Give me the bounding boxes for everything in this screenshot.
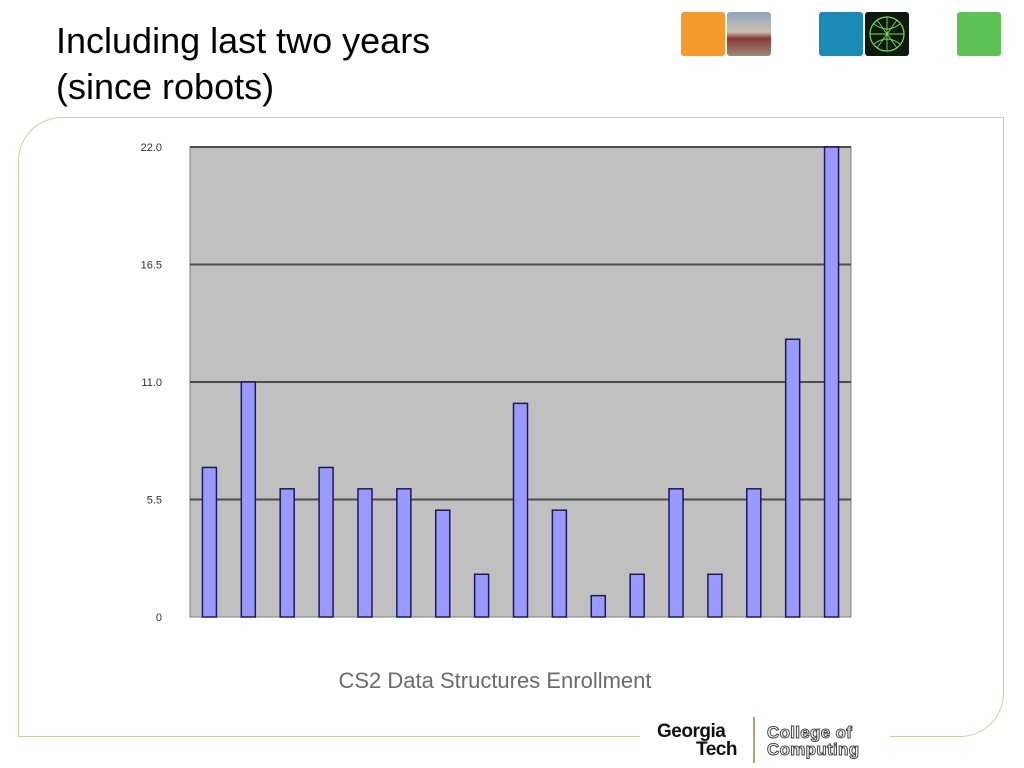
bar xyxy=(240,381,257,618)
bar xyxy=(396,488,412,618)
logo-georgia: Georgia xyxy=(657,721,726,742)
bar xyxy=(318,466,334,618)
blue-square xyxy=(819,12,863,56)
logo-divider xyxy=(753,717,755,763)
bar xyxy=(551,509,568,618)
bar xyxy=(512,402,529,618)
bar xyxy=(746,488,762,618)
orange-square xyxy=(681,12,725,56)
bar xyxy=(629,573,645,618)
bar xyxy=(434,509,451,618)
bar xyxy=(279,488,295,618)
circuit-globe-thumbnail xyxy=(865,12,909,56)
bar xyxy=(590,594,607,618)
y-tick-label: 5.5 xyxy=(147,495,162,507)
logo-tech: Tech xyxy=(696,739,737,760)
y-tick-label: 22.0 xyxy=(141,142,162,154)
bar xyxy=(784,338,801,618)
chart-caption: CS2 Data Structures Enrollment xyxy=(338,668,652,693)
green-square xyxy=(957,12,1001,56)
y-tick-label: 16.5 xyxy=(141,260,162,272)
bar xyxy=(668,488,684,618)
campus-photo-thumbnail xyxy=(727,12,771,56)
y-tick-label: 11.0 xyxy=(141,377,162,389)
bar xyxy=(201,466,218,618)
bar xyxy=(357,488,373,618)
title-line-2: (since robots) xyxy=(56,66,275,107)
bar xyxy=(823,146,840,618)
header-image-strip xyxy=(0,12,1024,58)
title-line-1: Including last two years xyxy=(56,20,431,61)
logo-college-of: College of xyxy=(766,723,853,743)
frame-gap xyxy=(640,730,890,744)
content-frame xyxy=(18,117,1004,737)
georgia-tech-college-of-computing-logo: Georgia Tech College of Computing xyxy=(655,715,895,765)
bar xyxy=(473,573,490,618)
y-tick-label: 0 xyxy=(156,612,162,624)
logo-computing: Computing xyxy=(766,740,860,760)
bar xyxy=(707,573,723,618)
slide-title: Including last two years (since robots) xyxy=(56,18,430,110)
